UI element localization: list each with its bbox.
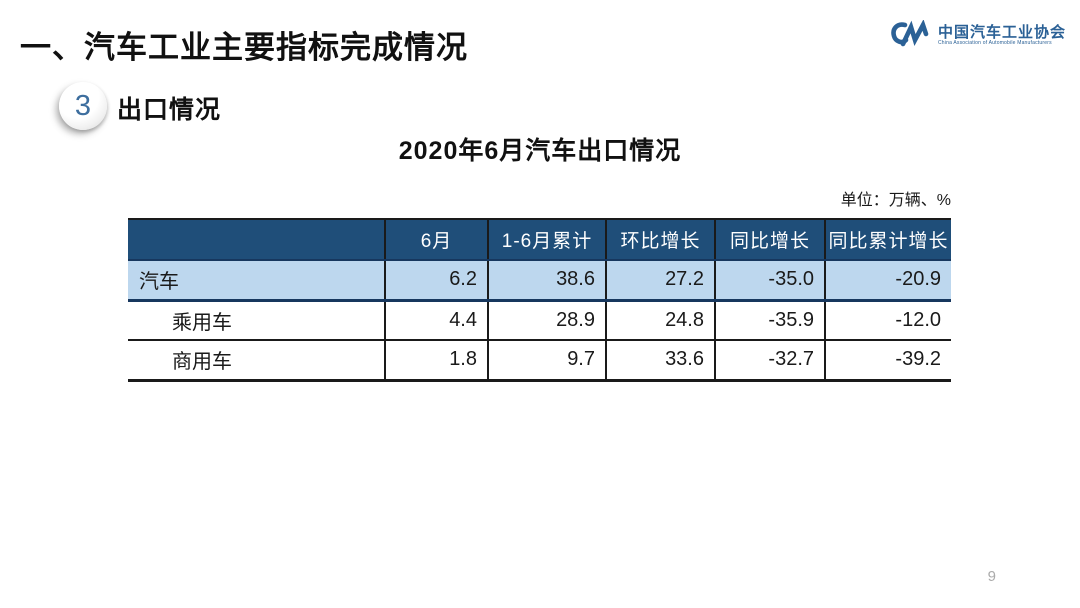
cell-value: -39.2 [824,340,951,382]
row-label: 商用车 [128,340,385,382]
cell-value: 1.8 [384,340,488,382]
cell-value: -20.9 [824,260,951,302]
cell-value: -32.7 [714,340,825,382]
cell-value: 28.9 [487,300,606,341]
cell-value: -12.0 [824,300,951,341]
row-label: 汽车 [128,260,385,302]
section-number-badge: 3 [59,82,107,130]
cell-value: 33.6 [605,340,715,382]
section-number: 3 [74,89,92,122]
cell-value: 24.8 [605,300,715,341]
page-number: 9 [987,568,996,585]
cell-value: 38.6 [487,260,606,302]
subsection-title: 出口情况 [117,96,222,124]
table-row: 汽车 6.2 38.6 27.2 -35.0 -20.9 [128,260,951,302]
table-row: 商用车 1.8 9.7 33.6 -32.7 -39.2 [128,340,951,382]
cell-value: 4.4 [384,300,488,341]
header-cell: 同比增长 [714,219,825,261]
header-cell-empty [128,219,385,261]
cell-value: 9.7 [487,340,606,382]
table-title: 2020年6月汽车出口情况 [398,137,682,165]
cma-monogram-icon [891,20,929,47]
caam-logo: 中国汽车工业协会 China Association of Automobile… [890,20,1066,50]
cell-value: -35.0 [714,260,825,302]
table-header: 6月 1-6月累计 环比增长 同比增长 同比累计增长 [128,219,951,261]
unit-note: 单位：万辆、% [840,192,951,209]
cell-value: 6.2 [384,260,488,302]
cell-value: -35.9 [714,300,825,341]
logo-text: 中国汽车工业协会 China Association of Automobile… [938,24,1066,47]
logo-org-name-en: China Association of Automobile Manufact… [937,39,1052,46]
table-header-row: 6月 1-6月累计 环比增长 同比增长 同比累计增长 [128,219,951,261]
export-table: 6月 1-6月累计 环比增长 同比增长 同比累计增长 汽车 6.2 38.6 27.2 -35.… [128,218,951,382]
header-cell: 环比增长 [605,219,715,261]
header-cell: 同比累计增长 [824,219,951,261]
row-label: 乘用车 [128,300,385,341]
header-cell: 1-6月累计 [487,219,606,261]
table-row: 乘用车 4.4 28.9 24.8 -35.9 -12.0 [128,300,951,341]
section-title: 一、汽车工业主要指标完成情况 [20,30,468,65]
cell-value: 27.2 [605,260,715,302]
logo-org-name-cn: 中国汽车工业协会 [937,23,1066,41]
table-body: 汽车 6.2 38.6 27.2 -35.0 -20.9 乘用车 4.4 28.9 24.8 -35… [128,260,951,382]
header-cell: 6月 [384,219,488,261]
